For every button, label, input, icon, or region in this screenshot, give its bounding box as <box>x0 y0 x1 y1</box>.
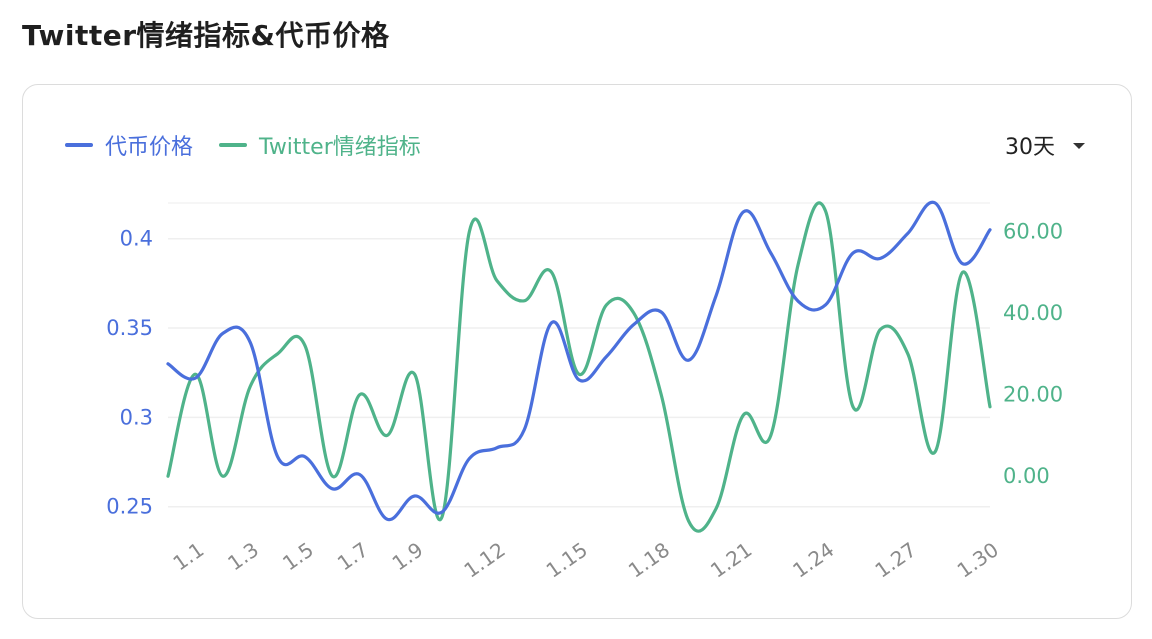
range-dropdown[interactable]: 30天 <box>1005 129 1085 161</box>
page-title: Twitter情绪指标&代币价格 <box>22 19 390 52</box>
y-right-tick-label: 60.00 <box>1003 220 1063 244</box>
y-right-tick-label: 40.00 <box>1003 301 1063 325</box>
chart-card: 0.25 0.3 0.35 0.4 0.00 20.00 40.00 60.00 1.1 1.3 1… <box>22 84 1132 619</box>
range-dropdown-label: 30天 <box>1005 135 1055 160</box>
y-left-tick-label: 0.3 <box>120 405 153 429</box>
x-tick-label: 1.3 <box>223 537 263 575</box>
y-left-tick-label: 0.4 <box>120 227 153 251</box>
series-line-sentiment <box>166 201 992 533</box>
y-left-tick-label: 0.35 <box>106 316 153 340</box>
legend-label-price: 代币价格 <box>105 135 194 160</box>
y-right-tick-label: 0.00 <box>1003 464 1050 488</box>
legend-label-sentiment: Twitter情绪指标 <box>259 135 421 160</box>
legend-swatch-price <box>65 143 93 147</box>
y-left-tick-label: 0.25 <box>106 495 153 519</box>
x-tick-label: 1.21 <box>706 537 756 582</box>
legend-swatch-sentiment <box>219 143 248 147</box>
series-line-price <box>166 200 992 521</box>
x-tick-label: 1.12 <box>459 537 509 582</box>
y-right-tick-label: 20.00 <box>1003 383 1063 407</box>
x-tick-label: 1.7 <box>333 537 373 575</box>
x-tick-label: 1.24 <box>788 537 838 582</box>
x-tick-label: 1.30 <box>953 537 1003 582</box>
x-tick-label: 1.27 <box>870 537 920 582</box>
x-tick-label: 1.5 <box>278 537 318 575</box>
x-tick-label: 1.1 <box>168 537 208 575</box>
legend-item-price[interactable]: 代币价格 <box>65 129 193 161</box>
chart-svg: 0.25 0.3 0.35 0.4 0.00 20.00 40.00 60.00 1.1 1.3 1… <box>106 200 1063 583</box>
chart-legend: 代币价格 Twitter情绪指标 <box>65 129 421 161</box>
chevron-down-icon <box>1073 143 1085 149</box>
x-tick-label: 1.15 <box>542 537 592 582</box>
x-tick-label: 1.18 <box>624 537 674 582</box>
x-tick-label: 1.9 <box>388 537 428 575</box>
legend-item-sentiment[interactable]: Twitter情绪指标 <box>219 129 421 161</box>
